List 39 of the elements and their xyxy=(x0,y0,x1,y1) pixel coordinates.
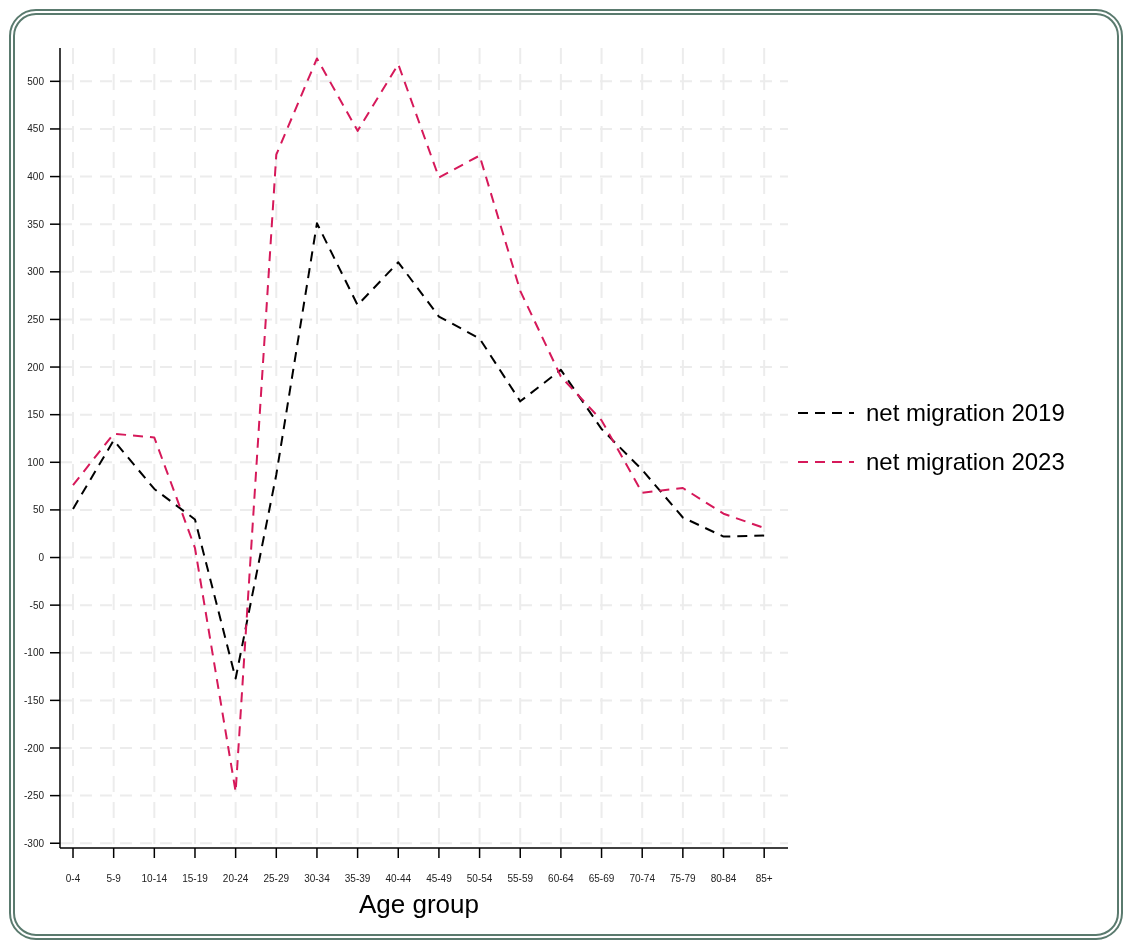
x-tick-label: 40-44 xyxy=(385,872,412,884)
line-series xyxy=(72,222,766,680)
x-tick-label: 25-29 xyxy=(263,872,290,884)
x-tick-label: 65-69 xyxy=(588,872,615,884)
x-tick-label: 55-59 xyxy=(507,872,534,884)
y-tick-label: -250 xyxy=(23,790,45,802)
x-tick-label: 75-79 xyxy=(670,872,697,884)
x-tick-label: 50-54 xyxy=(466,872,493,884)
y-tick-label: 0 xyxy=(38,552,45,564)
y-tick-label: 400 xyxy=(27,171,45,183)
x-tick-label: 15-19 xyxy=(182,872,209,884)
x-tick-label: 20-24 xyxy=(222,872,249,884)
x-tick-label: 10-14 xyxy=(141,872,168,884)
x-tick-label: 0-4 xyxy=(65,872,81,884)
x-tick-label: 30-34 xyxy=(304,872,331,884)
x-tick-label: 85+ xyxy=(755,872,773,884)
y-tick-label: 300 xyxy=(27,266,45,278)
y-tick-label: 150 xyxy=(27,409,45,421)
x-axis-title: Age group xyxy=(359,889,479,919)
y-tick-label: 250 xyxy=(27,313,45,325)
x-tick-label: 70-74 xyxy=(629,872,656,884)
y-tick-label: 450 xyxy=(27,123,45,135)
x-tick-label: 45-49 xyxy=(426,872,453,884)
x-tick-label: 80-84 xyxy=(710,872,737,884)
y-tick-label: 200 xyxy=(27,361,45,373)
legend-label: net migration 2023 xyxy=(866,448,1065,476)
y-tick-label: 350 xyxy=(27,218,45,230)
y-tick-label: 50 xyxy=(32,504,45,516)
y-tick-label: -200 xyxy=(23,742,45,754)
legend-label: net migration 2019 xyxy=(866,399,1065,427)
y-tick-label: -50 xyxy=(29,599,45,611)
y-tick-label: -300 xyxy=(23,837,45,849)
y-tick-label: 500 xyxy=(27,75,45,87)
y-tick-label: -150 xyxy=(23,694,45,706)
y-tick-label: 100 xyxy=(27,456,45,468)
y-tick-label: -100 xyxy=(23,647,45,659)
x-tick-label: 5-9 xyxy=(106,872,122,884)
x-tick-label: 35-39 xyxy=(344,872,371,884)
x-tick-label: 60-64 xyxy=(548,872,575,884)
